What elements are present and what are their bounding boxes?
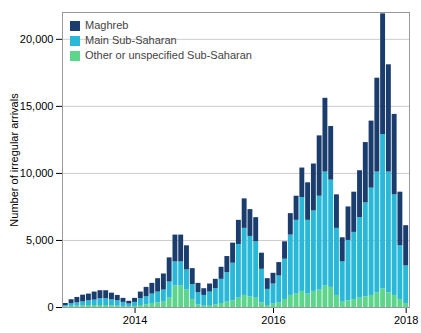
svg-text:2014: 2014 <box>123 314 147 326</box>
svg-text:10,000: 10,000 <box>20 167 54 179</box>
svg-text:15,000: 15,000 <box>20 100 54 112</box>
svg-text:2016: 2016 <box>261 314 285 326</box>
svg-text:5,000: 5,000 <box>26 234 54 246</box>
html-text:Maghreb: Maghreb <box>85 19 129 31</box>
svg-text:20,000: 20,000 <box>20 33 54 45</box>
svg-text:0: 0 <box>47 301 53 313</box>
html-text:Other or unspecified Sub-Sahar: Other or unspecified Sub-Saharan <box>85 49 252 61</box>
svg-text:Number of irregular arrivals: Number of irregular arrivals <box>8 93 20 227</box>
svg-text:2018: 2018 <box>394 314 418 326</box>
html-text:Main Sub-Saharan: Main Sub-Saharan <box>85 34 177 46</box>
